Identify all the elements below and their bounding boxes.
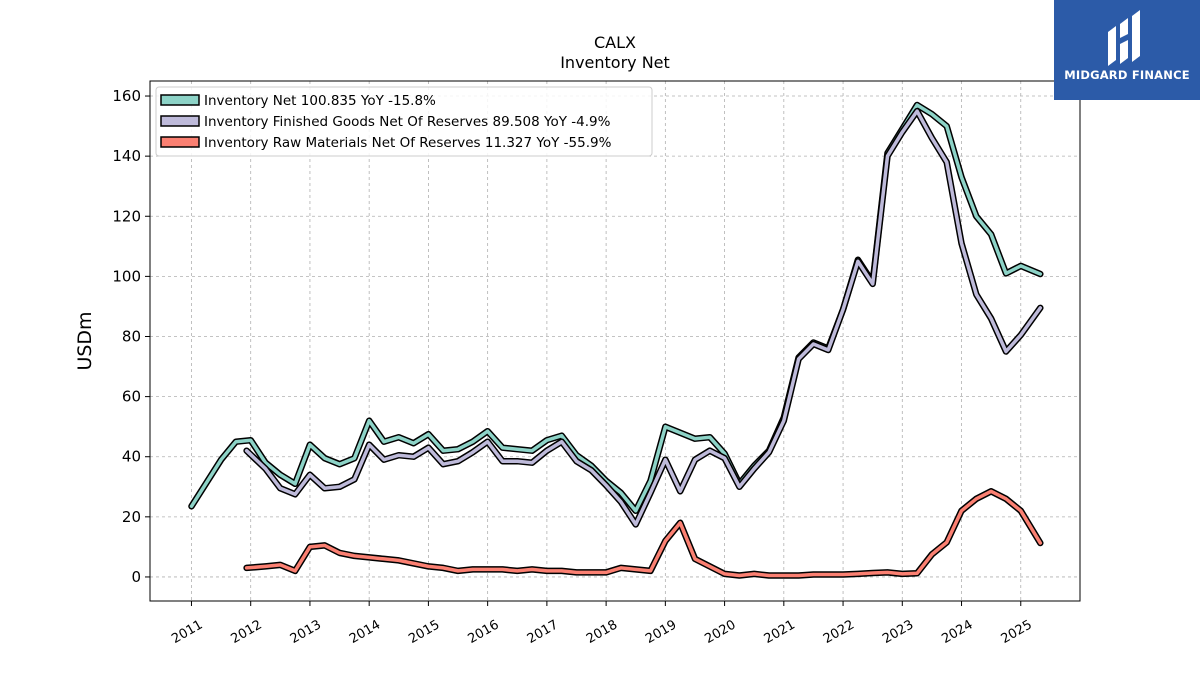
series-outline-1 <box>243 107 1044 528</box>
series-layer <box>188 101 1044 579</box>
x-tick-label: 2023 <box>880 617 916 647</box>
x-tick-label: 2024 <box>939 617 975 647</box>
x-tick-label: 2015 <box>406 617 442 647</box>
chart-title: CALX <box>594 33 636 52</box>
x-tick-label: 2025 <box>999 617 1035 647</box>
y-tick-label: 0 <box>131 568 141 586</box>
y-tick-label: 20 <box>122 508 141 526</box>
y-tick-label: 140 <box>112 147 141 165</box>
brand-name: MIDGARD FINANCE <box>1064 68 1190 82</box>
x-tick-label: 2011 <box>169 617 205 647</box>
y-axis: 0 20 40 60 80 100 120 140 160 <box>112 87 150 586</box>
x-tick-label: 2019 <box>643 617 679 647</box>
x-tick-label: 2020 <box>702 617 738 647</box>
grid-lines <box>150 81 1080 601</box>
legend-label-1: Inventory Finished Goods Net Of Reserves… <box>204 114 611 130</box>
x-tick-label: 2021 <box>762 617 798 647</box>
legend-label-2: Inventory Raw Materials Net Of Reserves … <box>204 135 612 151</box>
series-outline-0 <box>188 101 1044 515</box>
x-tick-label: 2017 <box>525 617 561 647</box>
x-axis: 2011 2012 2013 2014 2015 2016 2017 2018 2019 2020… <box>169 601 1035 647</box>
plot-frame <box>149 80 1081 602</box>
legend: Inventory Net 100.835 YoY -15.8% Inventor… <box>155 86 653 157</box>
x-tick-label: 2018 <box>584 617 620 647</box>
x-tick-label: 2014 <box>347 617 383 647</box>
midgard-finance-logo: MIDGARD FINANCE <box>1054 0 1200 100</box>
x-tick-label: 2012 <box>229 617 265 647</box>
y-tick-label: 40 <box>122 448 141 466</box>
y-tick-label: 100 <box>112 267 141 285</box>
y-axis-label: USDm <box>74 311 96 370</box>
y-tick-label: 160 <box>112 87 141 105</box>
legend-swatch-0 <box>160 94 200 106</box>
legend-box <box>155 86 653 157</box>
y-tick-label: 60 <box>122 388 141 406</box>
legend-label-0: Inventory Net 100.835 YoY -15.8% <box>204 93 436 109</box>
y-tick-label: 80 <box>122 327 141 345</box>
series-line-2 <box>244 489 1043 578</box>
x-tick-label: 2016 <box>465 617 501 647</box>
x-tick-label: 2022 <box>821 617 857 647</box>
series-line-1 <box>244 109 1043 527</box>
legend-swatch-2 <box>160 136 200 148</box>
legend-swatch-1 <box>160 115 200 127</box>
chart-subtitle: Inventory Net <box>560 53 670 72</box>
logo-mark-icon <box>1108 10 1140 66</box>
y-tick-label: 120 <box>112 207 141 225</box>
x-tick-label: 2013 <box>288 617 324 647</box>
